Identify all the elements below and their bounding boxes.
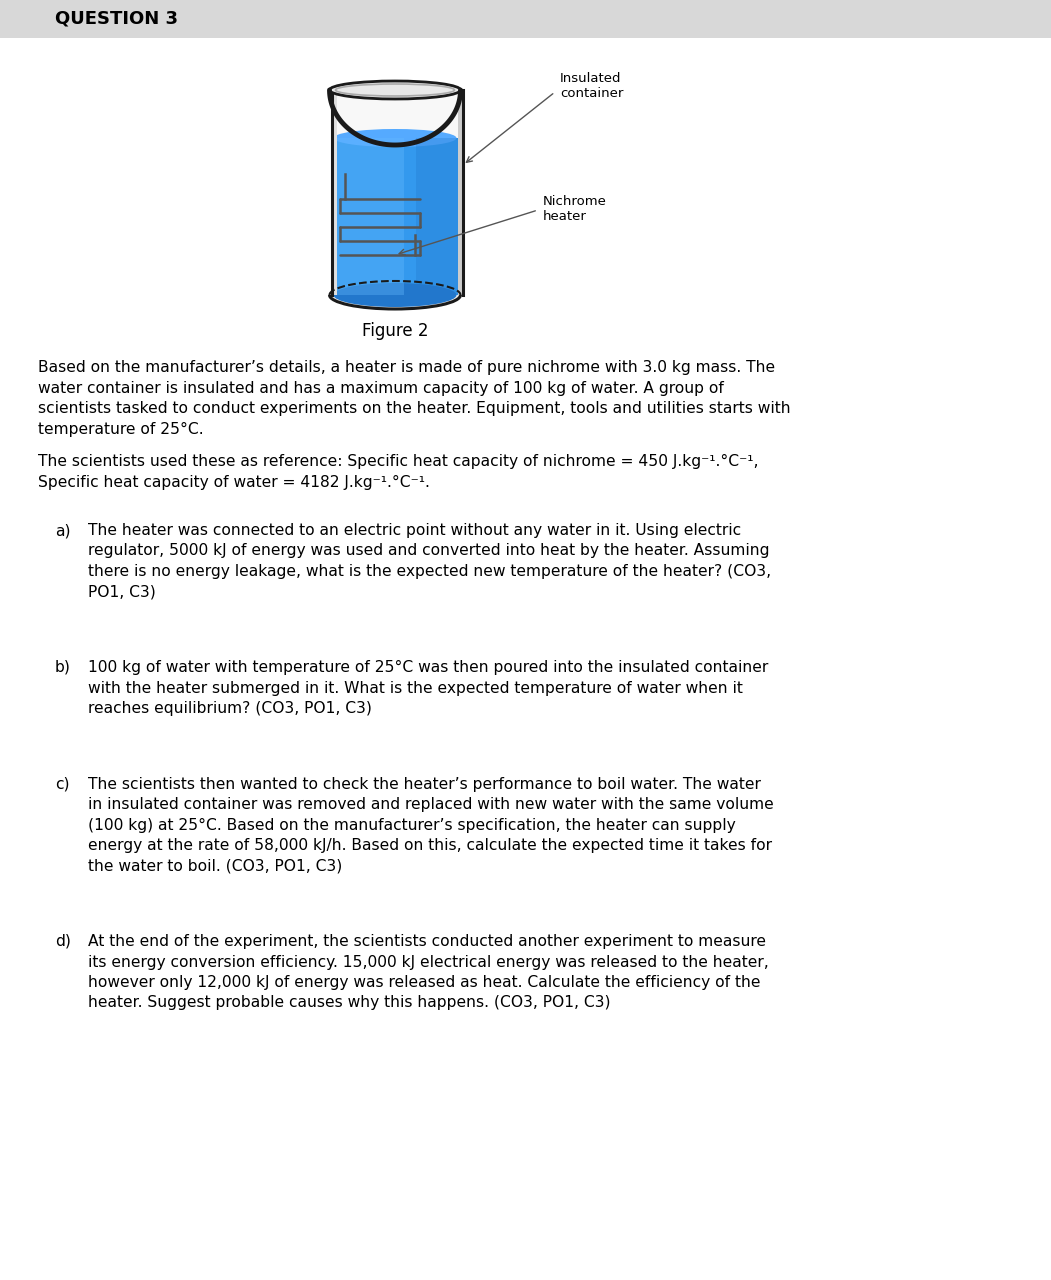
Bar	[336, 138, 459, 294]
Ellipse shape	[330, 282, 460, 308]
Text: Based on the manufacturer’s details, a heater is made of pure nichrome with 3.0 : Based on the manufacturer’s details, a h…	[38, 360, 776, 375]
Text: d): d)	[55, 934, 70, 948]
Text: The scientists used these as reference: Specific heat capacity of nichrome = 450: The scientists used these as reference: …	[38, 454, 759, 468]
Text: The scientists then wanted to check the heater’s performance to boil water. The : The scientists then wanted to check the …	[88, 777, 761, 791]
Text: the water to boil. (CO3, PO1, C3): the water to boil. (CO3, PO1, C3)	[88, 859, 343, 873]
Text: c): c)	[55, 777, 69, 791]
Bar	[336, 138, 404, 294]
Text: regulator, 5000 kJ of energy was used and converted into heat by the heater. Ass: regulator, 5000 kJ of energy was used an…	[88, 544, 769, 558]
Text: Insulated
container: Insulated container	[560, 72, 623, 100]
Text: QUESTION 3: QUESTION 3	[55, 10, 178, 28]
Text: there is no energy leakage, what is the expected new temperature of the heater? : there is no energy leakage, what is the …	[88, 564, 771, 579]
Text: its energy conversion efficiency. 15,000 kJ electrical energy was released to th: its energy conversion efficiency. 15,000…	[88, 955, 768, 969]
Text: PO1, C3): PO1, C3)	[88, 585, 156, 599]
Text: Figure 2: Figure 2	[362, 323, 428, 340]
Text: however only 12,000 kJ of energy was released as heat. Calculate the efficiency : however only 12,000 kJ of energy was rel…	[88, 975, 761, 989]
Text: with the heater submerged in it. What is the expected temperature of water when : with the heater submerged in it. What is…	[88, 681, 743, 695]
Ellipse shape	[330, 81, 460, 99]
Bar	[416, 138, 459, 294]
Bar	[332, 90, 337, 294]
Bar	[458, 90, 463, 294]
Text: water container is insulated and has a maximum capacity of 100 kg of water. A gr: water container is insulated and has a m…	[38, 380, 724, 396]
Text: reaches equilibrium? (CO3, PO1, C3): reaches equilibrium? (CO3, PO1, C3)	[88, 701, 372, 716]
Text: in insulated container was removed and replaced with new water with the same vol: in insulated container was removed and r…	[88, 797, 774, 812]
Ellipse shape	[333, 129, 456, 147]
Text: a): a)	[55, 524, 70, 538]
Text: b): b)	[55, 660, 70, 675]
Text: (100 kg) at 25°C. Based on the manufacturer’s specification, the heater can supp: (100 kg) at 25°C. Based on the manufactu…	[88, 818, 736, 832]
Text: The heater was connected to an electric point without any water in it. Using ele: The heater was connected to an electric …	[88, 524, 741, 538]
Text: energy at the rate of 58,000 kJ/h. Based on this, calculate the expected time it: energy at the rate of 58,000 kJ/h. Based…	[88, 838, 772, 852]
Ellipse shape	[333, 283, 456, 307]
Text: At the end of the experiment, the scientists conducted another experiment to mea: At the end of the experiment, the scient…	[88, 934, 766, 948]
Bar	[0, 0, 1051, 38]
Bar	[332, 90, 463, 294]
Text: Nichrome
heater: Nichrome heater	[543, 195, 606, 223]
Text: scientists tasked to conduct experiments on the heater. Equipment, tools and uti: scientists tasked to conduct experiments…	[38, 401, 790, 416]
Text: 100 kg of water with temperature of 25°C was then poured into the insulated cont: 100 kg of water with temperature of 25°C…	[88, 660, 768, 675]
Text: temperature of 25°C.: temperature of 25°C.	[38, 421, 204, 436]
Text: Specific heat capacity of water = 4182 J.kg⁻¹.°C⁻¹.: Specific heat capacity of water = 4182 J…	[38, 475, 430, 489]
Text: heater. Suggest probable causes why this happens. (CO3, PO1, C3): heater. Suggest probable causes why this…	[88, 996, 611, 1010]
